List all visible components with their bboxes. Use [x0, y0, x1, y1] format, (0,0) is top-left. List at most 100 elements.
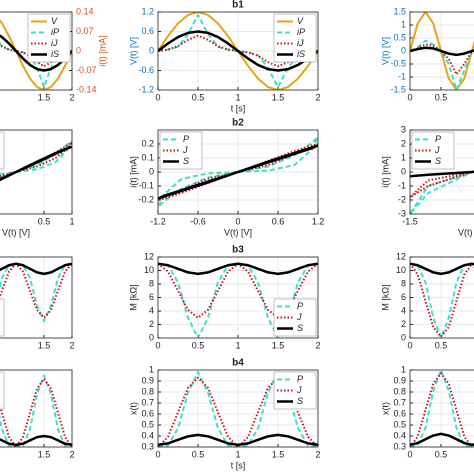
x-tick-label: 2	[69, 92, 74, 102]
legend: PJS	[411, 131, 455, 170]
x-axis-label: V(t) [V]	[2, 227, 30, 237]
legend-label: iS	[297, 49, 305, 59]
y-tick-label: 0.1	[141, 152, 154, 162]
y-axis-label: M [kΩ]	[128, 284, 138, 310]
y-tick-label: -1	[398, 71, 406, 81]
x-tick-label: 0.5	[192, 92, 205, 102]
x-tick-label: 0	[155, 340, 160, 350]
axes-box	[409, 369, 474, 448]
legend-label: iJ	[51, 38, 58, 48]
y-tick-label: 0.9	[141, 375, 154, 385]
axes-box	[409, 256, 474, 339]
x-tick-label: 1.5	[38, 449, 51, 459]
y-tick-label: 1	[149, 364, 154, 374]
y-tick-label: 0	[401, 332, 406, 342]
y-tick-label: 0.4	[141, 430, 154, 440]
y-tick-label: -0.5	[390, 58, 406, 68]
y-tick-label: -0.2	[138, 194, 154, 204]
x-tick-label: 2	[69, 340, 74, 350]
axes-box	[0, 129, 73, 215]
legend-box	[159, 131, 203, 170]
y-axis-label: x(t)	[380, 402, 390, 415]
series-line	[410, 170, 474, 178]
x-tick-label: 2	[315, 92, 320, 102]
y-tick-label: 1	[401, 364, 406, 374]
x-tick-label: 1.5	[272, 449, 285, 459]
plot-lines	[0, 140, 72, 182]
panel: -1.5-3 -2 -1 0 1 2 3 V(t) [V] i(t) [mA] PJS	[380, 124, 474, 237]
y-tick-label: 0.3	[141, 441, 154, 451]
y-tick-label: 0	[149, 332, 154, 342]
panel: 0 0.50.30.40.50.60.70.80.91x(t)	[380, 364, 474, 459]
plot-lines	[410, 170, 474, 214]
y-tick-label: 0.6	[393, 408, 406, 418]
series-line	[158, 262, 318, 276]
panel: -1.2 -0.6 0 0.6 1.2 -0.2 -0.1 0 0.1 0.2 b2 V(t) [V]…	[128, 118, 324, 238]
y-tick-label: -1.5	[390, 84, 406, 94]
x-tick-label: 0	[235, 216, 240, 226]
x-tick-label: -1.5	[402, 216, 418, 226]
y-tick-label: 12	[144, 251, 154, 261]
y-tick-label: 1.2	[141, 6, 154, 16]
y-tick-label: 1.5	[393, 6, 406, 16]
plot-lines	[158, 136, 318, 208]
plot-area	[0, 370, 72, 447]
legend-box	[273, 371, 317, 410]
legend-label: J	[296, 312, 302, 322]
y-tick-label: 0.5	[141, 419, 154, 429]
y-axis-label: x(t)	[128, 402, 138, 415]
x-tick-label: 0	[155, 92, 160, 102]
x-tick-label: 0.5	[435, 340, 448, 350]
y-tick-label: 0.7	[393, 397, 406, 407]
legend-box	[273, 298, 317, 337]
panel: 0 0.5 0 2 4 6 8 10 12 M [kΩ]	[380, 251, 474, 350]
legend-label: V	[51, 16, 58, 26]
y-tick-label: -0.1	[138, 180, 154, 190]
plot-lines	[410, 12, 474, 90]
legend-label: S	[297, 396, 303, 406]
series-line	[410, 370, 474, 447]
y-tick-label: 0.7	[141, 397, 154, 407]
legend-box	[411, 131, 455, 170]
x-tick-label: 0.5	[435, 92, 448, 102]
panel-title: b2	[232, 118, 244, 129]
x-tick-label: 2	[315, 340, 320, 350]
x-tick-label: 2	[69, 449, 74, 459]
y-axis-label: M [kΩ]	[380, 284, 390, 310]
y-tick-label: 4	[149, 305, 154, 315]
y-tick-label: 10	[396, 265, 406, 275]
x-tick-label: 1.5	[38, 340, 51, 350]
series-line	[0, 34, 72, 72]
y-tick-label: 0.4	[393, 430, 406, 440]
legend-label: P	[297, 301, 303, 311]
y-tick-label: 3	[401, 124, 406, 134]
legend-label: iP	[51, 27, 59, 37]
y-tick-label: 0.9	[393, 375, 406, 385]
x-axis-label: t [s]	[231, 460, 246, 470]
x-axis-label: V(t) [V]	[224, 227, 252, 237]
y-tick-label: 12	[396, 251, 406, 261]
series-line	[158, 144, 318, 200]
series-line	[410, 432, 474, 447]
y-tick-label: 0.8	[141, 386, 154, 396]
y-axis-label: V(t) [V]	[128, 37, 138, 65]
axes-box	[157, 256, 319, 339]
x-tick-label: 0.6	[272, 216, 285, 226]
x-tick-label: 1.5	[272, 92, 285, 102]
x-tick-label: 1	[235, 340, 240, 350]
plot-lines	[0, 262, 72, 323]
legend-box	[0, 131, 5, 170]
y-tick-label: 0.5	[393, 419, 406, 429]
x-tick-label: 0.5	[38, 216, 51, 226]
plot-lines	[158, 262, 318, 338]
series-line	[0, 262, 72, 323]
y-tick-label: 0	[401, 166, 406, 176]
legend-box	[0, 371, 5, 410]
y-axis-label: V(t) [V]	[380, 37, 390, 65]
legend-label: iP	[297, 27, 305, 37]
legend-label: iJ	[297, 38, 304, 48]
